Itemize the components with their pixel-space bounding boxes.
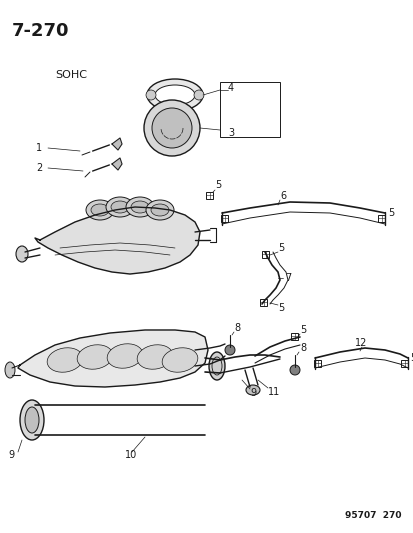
Ellipse shape <box>224 345 235 355</box>
Ellipse shape <box>194 90 204 100</box>
Ellipse shape <box>209 352 224 380</box>
Text: 5: 5 <box>277 303 284 313</box>
Ellipse shape <box>25 407 39 433</box>
Text: 7: 7 <box>284 273 291 283</box>
Bar <box>206 191 213 198</box>
Text: 95707  270: 95707 270 <box>345 511 401 520</box>
Ellipse shape <box>131 201 149 213</box>
Ellipse shape <box>107 344 142 368</box>
Polygon shape <box>112 158 122 170</box>
Bar <box>262 251 269 257</box>
Text: 4: 4 <box>228 83 234 93</box>
Ellipse shape <box>144 100 199 156</box>
Text: 12: 12 <box>354 338 366 348</box>
Ellipse shape <box>5 362 15 378</box>
Text: 5: 5 <box>387 208 393 218</box>
Bar <box>260 298 267 305</box>
Text: 6: 6 <box>279 191 285 201</box>
Bar <box>377 214 385 222</box>
Ellipse shape <box>20 400 44 440</box>
Bar <box>314 359 321 367</box>
Ellipse shape <box>106 197 134 217</box>
Ellipse shape <box>47 348 83 372</box>
Text: 8: 8 <box>299 343 305 353</box>
Text: 9: 9 <box>8 450 14 460</box>
Bar <box>401 359 408 367</box>
Text: 2: 2 <box>36 163 42 173</box>
Ellipse shape <box>137 345 173 369</box>
Ellipse shape <box>289 365 299 375</box>
Ellipse shape <box>147 79 202 111</box>
Ellipse shape <box>16 246 28 262</box>
Polygon shape <box>112 138 122 150</box>
Polygon shape <box>35 207 199 274</box>
Text: SOHC: SOHC <box>55 70 87 80</box>
Bar <box>221 214 228 222</box>
Ellipse shape <box>86 200 114 220</box>
Ellipse shape <box>162 348 197 372</box>
Ellipse shape <box>146 90 156 100</box>
Text: 11: 11 <box>267 387 280 397</box>
Text: 1: 1 <box>36 143 42 153</box>
Polygon shape <box>18 330 207 387</box>
Text: 5: 5 <box>277 243 284 253</box>
Text: 8: 8 <box>233 323 240 333</box>
Ellipse shape <box>154 85 195 105</box>
Text: 10: 10 <box>125 450 137 460</box>
Ellipse shape <box>111 201 129 213</box>
Text: 5: 5 <box>409 353 413 363</box>
Text: 7-270: 7-270 <box>12 22 69 40</box>
Bar <box>219 82 279 137</box>
Text: 3: 3 <box>228 128 234 138</box>
Bar <box>291 333 298 340</box>
Text: 9: 9 <box>249 388 256 398</box>
Text: 5: 5 <box>214 180 221 190</box>
Ellipse shape <box>77 345 113 369</box>
Ellipse shape <box>146 200 173 220</box>
Ellipse shape <box>151 204 169 216</box>
Ellipse shape <box>126 197 154 217</box>
Text: 5: 5 <box>299 325 306 335</box>
Ellipse shape <box>91 204 109 216</box>
Ellipse shape <box>152 108 192 148</box>
Ellipse shape <box>245 385 259 395</box>
